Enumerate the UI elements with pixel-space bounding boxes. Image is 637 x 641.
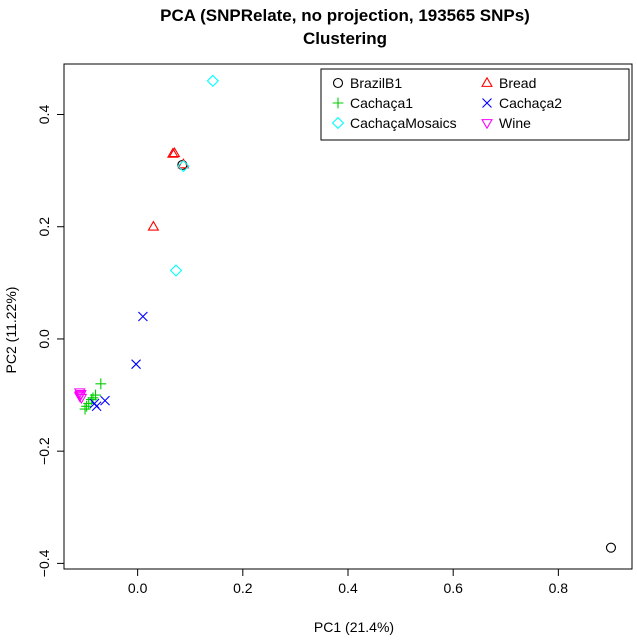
x-axis-label: PC1 (21.4%)	[314, 619, 394, 635]
x-axis: 0.0 0.2 0.4 0.6 0.8	[128, 568, 569, 596]
y-tick-label: −0.2	[36, 437, 52, 465]
data-point	[79, 403, 91, 415]
x-tick-label: 0.6	[443, 580, 463, 596]
legend-label: BrazilB1	[350, 75, 402, 91]
x-tick-label: 0.2	[233, 580, 253, 596]
y-tick-label: 0.2	[36, 217, 52, 237]
legend-label: Bread	[499, 75, 536, 91]
data-point	[90, 389, 101, 401]
data-point	[131, 359, 141, 370]
legend-label: Cachaça2	[499, 95, 562, 111]
y-axis-label: PC2 (11.22%)	[3, 287, 19, 374]
x-tick-label: 0.4	[338, 580, 358, 596]
data-point	[89, 398, 100, 409]
data-point	[95, 378, 107, 390]
legend-marker	[482, 98, 492, 108]
data-point	[83, 398, 95, 409]
legend-marker	[332, 97, 344, 109]
legend-label: Cachaça1	[350, 95, 413, 111]
y-tick-label: 0.0	[36, 329, 52, 349]
legend-box	[320, 68, 630, 141]
x-tick-label: 0.0	[128, 580, 148, 596]
data-point	[206, 74, 220, 88]
data-point	[169, 264, 183, 277]
x-tick-label: 0.8	[549, 580, 569, 596]
legend-marker	[481, 76, 493, 87]
chart-title: PCA (SNPRelate, no projection, 193565 SN…	[160, 6, 530, 25]
legend-label: Wine	[499, 115, 531, 131]
data-point	[166, 147, 179, 158]
legend-marker	[331, 116, 345, 130]
legend-label: CachaçaMosaics	[350, 115, 457, 131]
data-point	[138, 311, 148, 322]
legend-marker	[481, 119, 493, 130]
legend: BrazilB1 Bread Cachaça1 Cachaça2 CachaçaMosa…	[320, 68, 630, 141]
data-points	[73, 74, 617, 553]
data-point	[168, 146, 181, 158]
data-point	[177, 159, 190, 173]
data-point	[100, 395, 110, 406]
y-axis: −0.4 −0.2 0.0 0.2 0.4	[36, 105, 65, 577]
legend-marker	[332, 77, 344, 89]
chart-subtitle: Clustering	[303, 29, 387, 48]
data-point	[74, 391, 87, 402]
data-point	[147, 220, 160, 231]
y-tick-label: −0.4	[36, 549, 52, 577]
data-point	[605, 542, 617, 553]
y-tick-label: 0.4	[36, 105, 52, 125]
data-point	[81, 400, 93, 412]
